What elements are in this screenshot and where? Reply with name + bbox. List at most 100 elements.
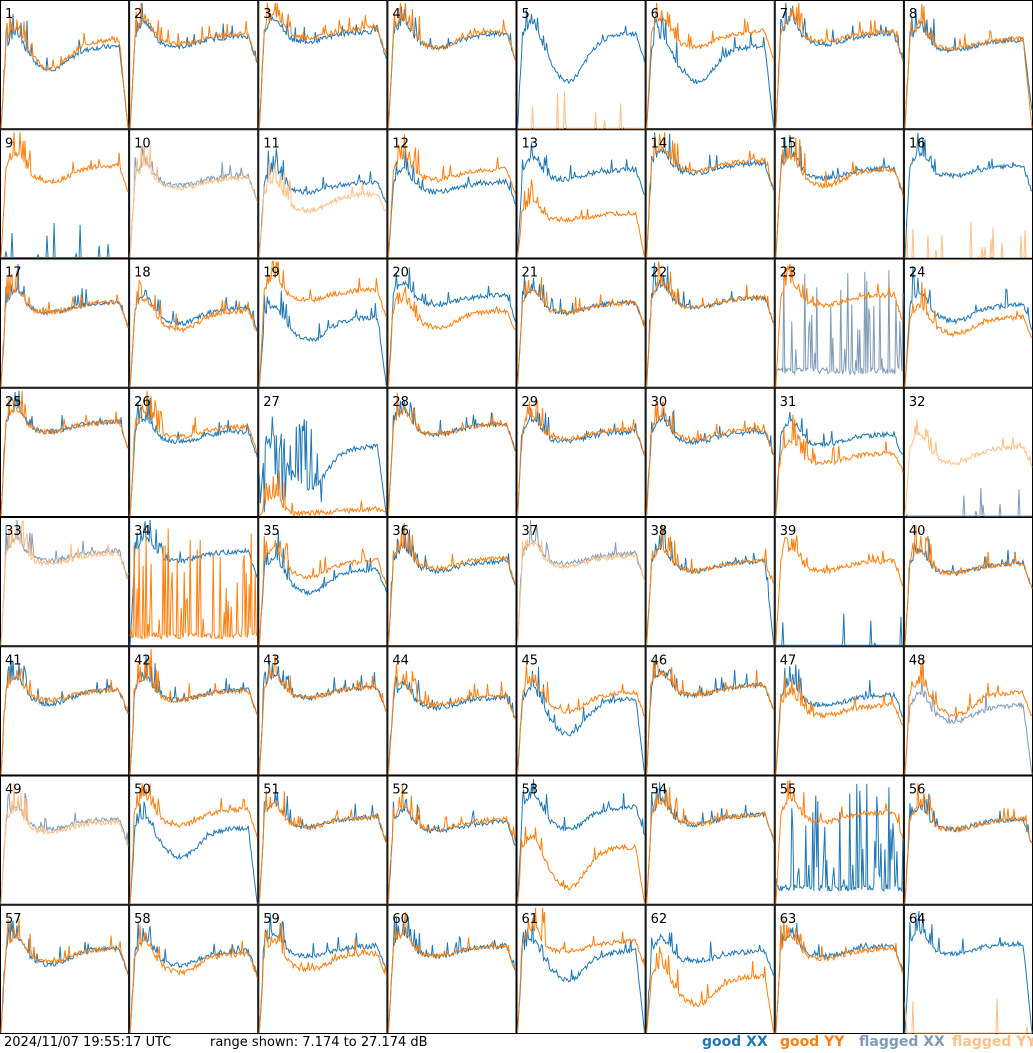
panel-label: 62	[651, 912, 668, 927]
panel-label: 6	[651, 7, 659, 22]
series-yy	[517, 538, 646, 646]
panel-label: 4	[392, 7, 400, 22]
series-yy	[904, 221, 1032, 258]
panel-label: 21	[522, 266, 539, 281]
series-xx	[904, 793, 1033, 904]
series-yy	[775, 674, 904, 775]
series-yy	[387, 784, 516, 904]
panel-label: 18	[134, 266, 151, 281]
series-yy	[775, 918, 904, 1034]
panel-frame	[0, 904, 130, 1034]
series-yy	[517, 399, 646, 517]
series-xx	[1, 222, 129, 258]
panel-21: 21	[516, 258, 646, 388]
series-yy	[904, 282, 1033, 387]
series-yy	[646, 401, 775, 517]
series-yy	[387, 134, 516, 258]
series-xx	[646, 16, 775, 129]
series-yy	[258, 470, 387, 518]
series-yy	[775, 535, 904, 646]
panel-51: 51	[258, 775, 388, 905]
panel-label: 32	[909, 395, 926, 410]
panel-64: 64	[903, 904, 1033, 1034]
panel-38: 38	[645, 517, 775, 647]
panel-frame	[387, 646, 517, 776]
panel-2: 2	[129, 0, 259, 130]
panel-59: 59	[258, 904, 388, 1034]
panel-48: 48	[903, 646, 1033, 776]
series-xx	[646, 932, 775, 1034]
panel-15: 15	[774, 129, 904, 259]
series-yy	[129, 2, 258, 129]
panel-label: 40	[909, 524, 926, 539]
panel-label: 49	[5, 783, 22, 798]
panel-27: 27	[258, 387, 388, 518]
panel-30: 30	[645, 387, 775, 517]
panel-label: 54	[651, 783, 668, 798]
series-yy	[0, 270, 129, 387]
panel-label: 37	[522, 524, 539, 539]
panel-frame	[129, 0, 259, 130]
panel-frame	[516, 904, 646, 1034]
legend-good-yy: good YY	[780, 1034, 845, 1050]
panel-label: 25	[5, 395, 22, 410]
panel-52: 52	[387, 775, 517, 905]
panel-label: 60	[392, 912, 409, 927]
series-xx	[129, 519, 258, 646]
series-xx	[0, 390, 129, 517]
series-xx	[129, 921, 258, 1034]
panel-26: 26	[129, 387, 259, 517]
series-yy	[904, 658, 1033, 775]
panel-46: 46	[645, 646, 775, 776]
series-xx	[129, 801, 258, 904]
series-yy	[0, 132, 129, 258]
panel-40: 40	[903, 517, 1033, 647]
panel-31: 31	[774, 387, 904, 517]
series-xx	[646, 262, 775, 387]
panel-42: 42	[129, 646, 259, 776]
panel-label: 45	[522, 653, 539, 668]
panel-34: 34	[129, 517, 259, 647]
series-yy	[775, 2, 904, 129]
series-yy	[258, 261, 387, 387]
panel-28: 28	[387, 387, 517, 517]
series-yy	[646, 787, 775, 904]
panel-63: 63	[774, 904, 904, 1034]
panel-11: 11	[258, 129, 388, 259]
panel-label: 53	[522, 783, 539, 798]
panel-label: 33	[5, 524, 22, 539]
panel-32: 32	[903, 387, 1033, 517]
series-xx	[775, 923, 904, 1034]
panel-label: 46	[651, 653, 668, 668]
series-yy	[387, 392, 516, 517]
series-xx	[0, 13, 129, 129]
series-yy	[258, 2, 387, 129]
panel-label: 28	[392, 395, 409, 410]
panel-37: 37	[516, 517, 646, 647]
series-yy	[0, 918, 129, 1034]
panel-frame	[774, 646, 904, 776]
series-xx	[387, 267, 516, 387]
panel-label: 51	[263, 783, 280, 798]
panel-frame	[0, 646, 130, 776]
panel-55: 55	[774, 775, 904, 905]
panel-7: 7	[774, 0, 904, 130]
series-yy	[258, 536, 387, 646]
series-yy	[517, 91, 645, 129]
panel-frame	[516, 129, 646, 259]
series-xx	[0, 519, 129, 646]
panel-label: 38	[651, 524, 668, 539]
series-xx	[904, 488, 1032, 517]
panel-5: 5	[516, 0, 646, 130]
series-yy	[258, 923, 387, 1034]
panel-frame	[387, 387, 517, 517]
panel-label: 57	[5, 912, 22, 927]
series-yy	[517, 664, 645, 775]
panel-frame	[645, 0, 775, 130]
panel-16: 16	[903, 129, 1033, 259]
panel-label: 16	[909, 136, 926, 151]
series-xx	[904, 680, 1033, 775]
panel-label: 58	[134, 912, 151, 927]
panel-47: 47	[774, 646, 904, 776]
